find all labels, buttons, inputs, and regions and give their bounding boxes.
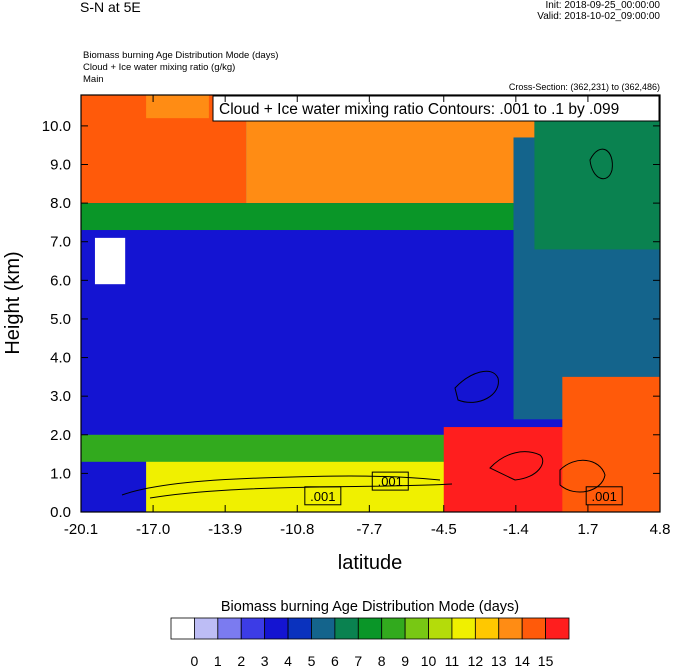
colorbar-swatch-12: [451, 617, 476, 640]
colorbar-swatch-5: [287, 617, 312, 640]
colorbar-swatch-6: [311, 617, 336, 640]
y-axis-ticks: 0.0 1.0 2.0 3.0 4.0 5.0 6.0 7.0 8.0 9.0 10.0: [42, 118, 660, 521]
contour-labels: .001 .001 .001: [304, 471, 623, 506]
colorbar-swatch-13: [474, 617, 500, 640]
colorbar-label-2: 2: [237, 653, 245, 668]
x-axis-ticks: -20.1 -17.0 -13.9 -10.8 -7.7 -4.5 -1.4 1.7 4.8: [64, 95, 671, 538]
y-tick-label-0: 0.0: [50, 504, 71, 521]
colorbar-swatch-4: [264, 617, 289, 640]
x-axis-label: latitude: [338, 552, 403, 574]
colorbar-swatch-14: [498, 617, 523, 640]
colorbar-swatch-1: [194, 617, 219, 640]
colorbar: 0 1 2 3 4 5 6 7 8 9 10 11 12 13 14 15: [170, 617, 570, 668]
colorbar-label-6: 6: [331, 653, 339, 668]
y-tick-label-7: 7.0: [50, 234, 71, 251]
colorbar-swatch-3: [240, 617, 266, 640]
heatmap-region-6: [81, 230, 514, 439]
x-tick-label-0: -20.1: [64, 521, 98, 538]
colorbar-swatch-0: [170, 617, 195, 640]
colorbar-swatch-11: [428, 617, 453, 640]
cross-section-label: Cross-Section: (362,231) to (362,486): [508, 82, 660, 92]
colorbar-label-0: 0: [191, 653, 199, 668]
contour-label-1: .001: [378, 474, 403, 489]
heatmap-region-10: [562, 376, 660, 512]
contour-label-box-2: [585, 486, 623, 506]
x-tick-label-6: -1.4: [503, 521, 529, 538]
contour-label-2: .001: [592, 489, 617, 504]
plot-frame: [80, 94, 661, 513]
colorbar-label-3: 3: [261, 653, 269, 668]
colorbar-label-1: 1: [214, 653, 222, 668]
y-tick-label-2: 2.0: [50, 427, 71, 444]
colorbar-swatch-10: [404, 617, 429, 640]
y-tick-label-6: 6.0: [50, 272, 71, 289]
colorbar-title: Biomass burning Age Distribution Mode (d…: [221, 599, 519, 615]
heatmap-region-11: [94, 237, 126, 285]
x-tick-label-2: -13.9: [208, 521, 242, 538]
y-tick-label-1: 1.0: [50, 465, 71, 482]
contour-label-0: .001: [310, 489, 335, 504]
colorbar-swatch-9: [381, 617, 406, 640]
y-tick-label-5: 5.0: [50, 311, 71, 328]
subtitle-field-2: Cloud + Ice water mixing ratio (g/kg): [83, 62, 236, 73]
contour-label-box-1: [371, 471, 409, 491]
colorbar-label-10: 10: [421, 653, 437, 668]
x-tick-label-8: 4.8: [650, 521, 671, 538]
colorbar-label-15: 15: [538, 653, 554, 668]
colorbar-label-7: 7: [354, 653, 362, 668]
contour-label-box-0: [304, 486, 342, 506]
y-axis-label: Height (km): [2, 251, 24, 354]
y-tick-label-3: 3.0: [50, 388, 71, 405]
x-tick-label-7: 1.7: [577, 521, 598, 538]
colorbar-swatch-2: [217, 617, 242, 640]
x-tick-label-3: -10.8: [280, 521, 314, 538]
colorbar-swatch-8: [357, 617, 383, 640]
colorbar-label-11: 11: [445, 653, 460, 668]
colorbar-swatch-7: [334, 617, 359, 640]
colorbar-label-12: 12: [468, 653, 484, 668]
y-tick-label-4: 4.0: [50, 350, 71, 367]
y-tick-label-10: 10.0: [42, 118, 71, 135]
page-title: S-N at 5E: [80, 0, 141, 15]
y-tick-label-9: 9.0: [50, 157, 71, 174]
colorbar-swatch-16: [545, 617, 570, 640]
heatmap-region-8: [81, 434, 516, 462]
subtitle-field-1: Biomass burning Age Distribution Mode (d…: [83, 50, 279, 61]
x-tick-label-4: -7.7: [356, 521, 382, 538]
colorbar-label-13: 13: [491, 653, 507, 668]
colorbar-label-5: 5: [308, 653, 316, 668]
filled-contours: [81, 95, 660, 512]
heatmap-region-2: [146, 95, 209, 119]
colorbar-label-14: 14: [514, 653, 530, 668]
y-tick-label-8: 8.0: [50, 195, 71, 212]
colorbar-label-4: 4: [284, 653, 292, 668]
heatmap-region-3: [81, 203, 514, 231]
contour-title-box: Cloud + Ice water mixing ratio Contours:…: [212, 95, 660, 122]
valid-time: Valid: 2018-10-02_09:00:00: [537, 11, 660, 22]
colorbar-swatch-15: [521, 617, 546, 640]
colorbar-label-8: 8: [378, 653, 386, 668]
x-tick-label-1: -17.0: [136, 521, 170, 538]
contour-title: Cloud + Ice water mixing ratio Contours:…: [219, 101, 619, 118]
x-tick-label-5: -4.5: [431, 521, 457, 538]
subtitle-domain: Main: [83, 74, 104, 85]
colorbar-label-9: 9: [401, 653, 409, 668]
init-time: Init: 2018-09-25_00:00:00: [545, 0, 660, 11]
